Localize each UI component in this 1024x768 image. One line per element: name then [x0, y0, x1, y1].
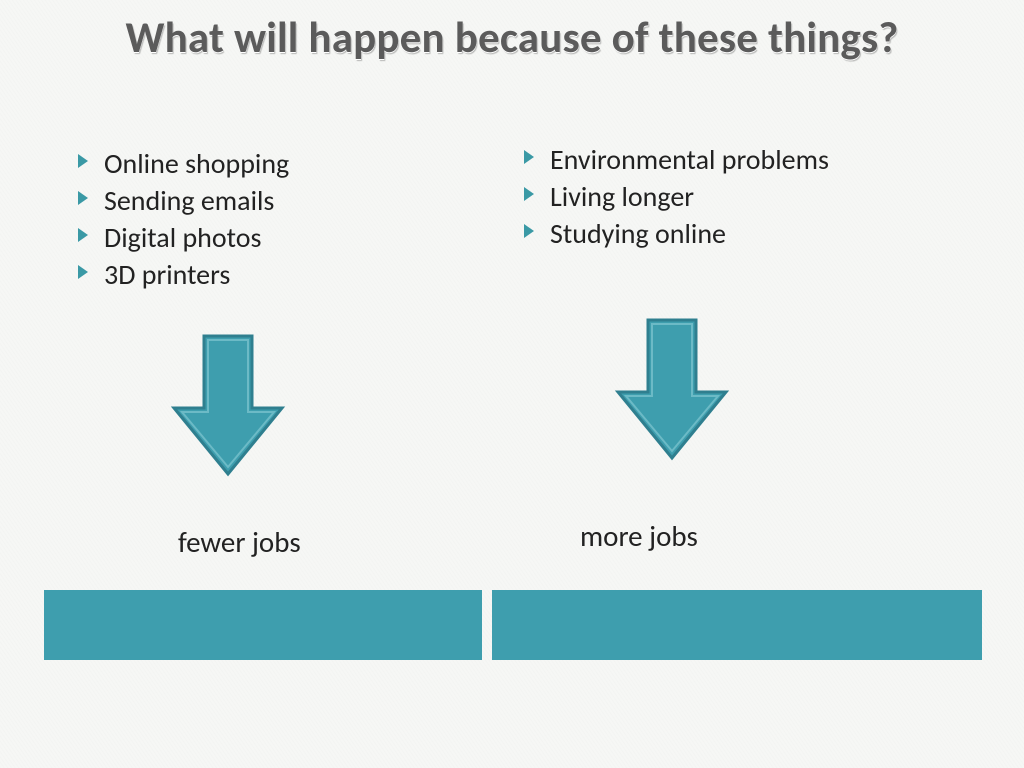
bullet-icon [78, 228, 88, 242]
list-item-label: Sending emails [104, 183, 274, 218]
result-label-left: fewer jobs [178, 524, 301, 560]
bullet-icon [78, 191, 88, 205]
list-item-label: Environmental problems [550, 142, 829, 177]
down-arrow-icon [168, 330, 288, 485]
list-item: Online shopping [78, 146, 478, 183]
page-title: What will happen because of these things… [0, 14, 1024, 62]
list-item: Living longer [524, 179, 964, 216]
bullet-icon [524, 224, 534, 238]
bullet-icon [78, 265, 88, 279]
list-item-label: Studying online [550, 216, 726, 251]
list-item: 3D printers [78, 257, 478, 294]
list-item-label: Digital photos [104, 220, 261, 255]
bottom-bar-right [492, 590, 982, 660]
bullet-list-left: Online shopping Sending emails Digital p… [78, 146, 478, 294]
arrow-shape [618, 320, 726, 458]
result-label-right: more jobs [580, 518, 698, 554]
list-item: Environmental problems [524, 142, 964, 179]
list-item-label: 3D printers [104, 257, 230, 292]
bullet-icon [78, 154, 88, 168]
list-item: Digital photos [78, 220, 478, 257]
list-item-label: Online shopping [104, 146, 289, 181]
arrow-shape [174, 336, 282, 474]
bullet-icon [524, 150, 534, 164]
bullet-icon [524, 187, 534, 201]
down-arrow-icon [612, 314, 732, 469]
bullet-list-right: Environmental problems Living longer Stu… [524, 142, 964, 253]
list-item: Studying online [524, 216, 964, 253]
bottom-bar-left [44, 590, 482, 660]
list-item-label: Living longer [550, 179, 694, 214]
list-item: Sending emails [78, 183, 478, 220]
